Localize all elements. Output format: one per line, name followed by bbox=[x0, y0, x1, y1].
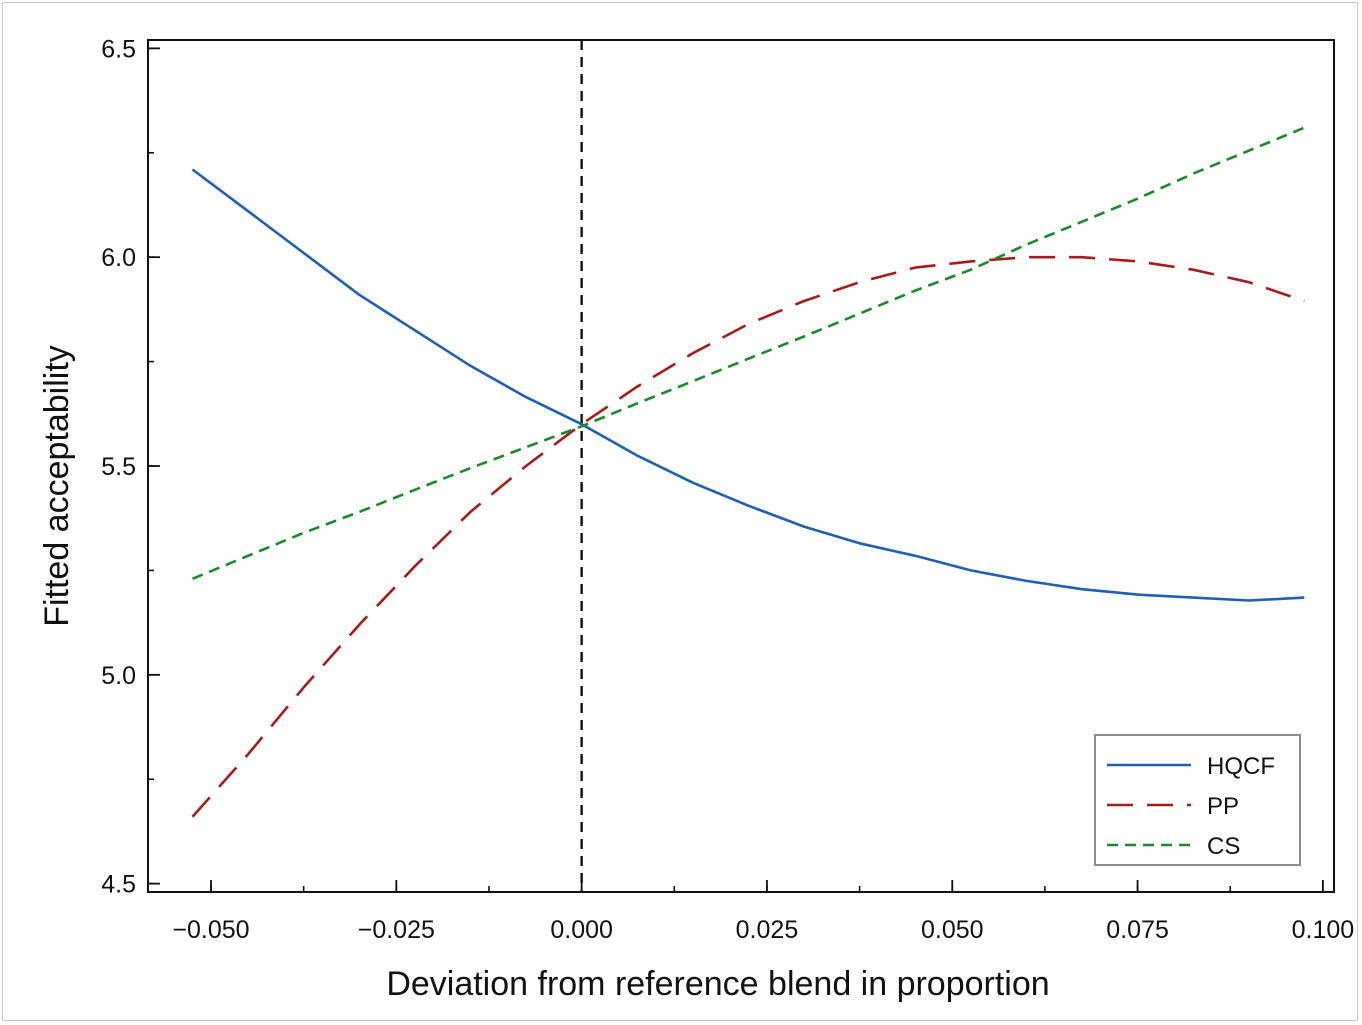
y-tick-label: 5.0 bbox=[101, 662, 136, 690]
x-tick-label: 0.075 bbox=[1106, 916, 1169, 944]
legend: HQCF PP CS bbox=[1094, 734, 1301, 866]
plot-border bbox=[147, 39, 1335, 893]
series-line-cs bbox=[192, 126, 1305, 581]
legend-box bbox=[1094, 734, 1301, 866]
legend-label-hqcf: HQCF bbox=[1207, 753, 1275, 780]
x-tick-label: 0.100 bbox=[1292, 916, 1355, 944]
ticks-layer: −0.050 −0.025 0.000 0.025 0.050 0.075 0.100 4.5… bbox=[101, 35, 1354, 944]
y-axis-label: Fitted acceptability bbox=[38, 345, 76, 627]
series-line-pp bbox=[191, 255, 1305, 818]
y-tick-label: 6.5 bbox=[101, 35, 136, 63]
y-tick-label: 6.0 bbox=[101, 244, 136, 272]
legend-label-cs: CS bbox=[1207, 833, 1240, 860]
series-layer bbox=[191, 126, 1305, 818]
x-tick-label: −0.050 bbox=[172, 916, 249, 944]
x-tick-label: 0.050 bbox=[921, 916, 984, 944]
series-line-hqcf bbox=[191, 168, 1305, 602]
x-tick-label: 0.000 bbox=[550, 916, 613, 944]
x-axis-label: Deviation from reference blend in propor… bbox=[386, 965, 1049, 1003]
legend-label-pp: PP bbox=[1207, 793, 1239, 820]
y-tick-label: 5.5 bbox=[101, 453, 136, 481]
x-tick-label: 0.025 bbox=[736, 916, 799, 944]
x-tick-label: −0.025 bbox=[358, 916, 435, 944]
y-tick-label: 4.5 bbox=[101, 871, 136, 899]
